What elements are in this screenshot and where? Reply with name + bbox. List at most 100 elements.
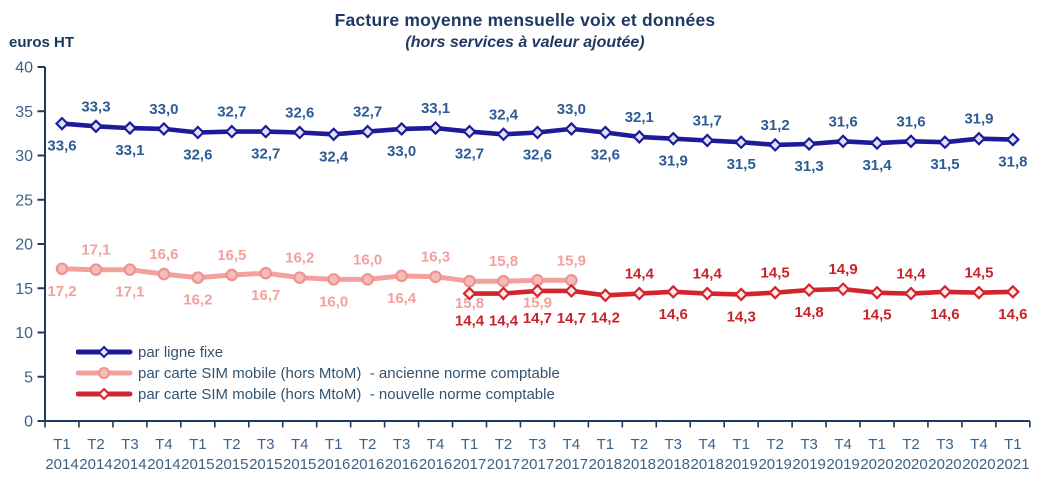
legend-diamond-marker-icon	[97, 387, 111, 401]
x-tick-quarter-label: T1	[732, 436, 750, 453]
y-axis-unit-label: euros HT	[9, 34, 75, 51]
diamond-marker	[496, 127, 511, 142]
y-tick-label: 25	[15, 192, 33, 209]
data-label: 14,4	[896, 266, 926, 283]
data-label: 16,0	[353, 251, 382, 268]
data-label: 31,5	[727, 156, 756, 173]
x-tick-year-label: 2015	[249, 456, 282, 473]
data-label: 33,0	[557, 101, 586, 118]
legend-label-sim-ancienne-norme: par carte SIM mobile (hors MtoM) - ancie…	[138, 364, 560, 382]
data-label: 14,5	[964, 265, 993, 282]
circle-marker	[327, 273, 340, 286]
diamond-marker	[700, 133, 715, 148]
data-label: 32,4	[489, 106, 519, 123]
data-label: 14,5	[761, 265, 790, 282]
diamond-marker	[54, 116, 70, 131]
x-tick-quarter-label: T2	[902, 436, 920, 453]
legend-swatch	[75, 345, 133, 359]
y-tick-label: 0	[24, 414, 33, 431]
x-tick-year-label: 2019	[758, 456, 791, 473]
axes: 0 5 10 15 20 25 30 35 40 T1 2014 T2 2014 T3 2014 T4 2014…	[15, 60, 1031, 473]
diamond-marker	[768, 285, 783, 300]
x-tick-quarter-label: T2	[495, 436, 513, 453]
data-label: 14,7	[523, 310, 552, 327]
diamond-marker	[462, 124, 477, 139]
diamond-marker	[394, 121, 409, 137]
data-label: 33,0	[387, 143, 416, 160]
diamond-marker	[1005, 132, 1020, 147]
circle-marker	[361, 273, 374, 286]
diamond-marker	[734, 135, 749, 150]
data-label: 33,6	[47, 138, 76, 155]
circle-marker	[463, 274, 476, 288]
circle-marker	[259, 266, 273, 280]
data-label: 14,7	[557, 310, 586, 327]
legend-item-ligne-fixe: par ligne fixe	[75, 342, 560, 362]
x-tick-quarter-label: T1	[868, 436, 886, 453]
x-tick-quarter-label: T4	[291, 436, 309, 453]
series-1: 17,2 17,1 17,1 16,6 16,2 16,5 16,7 16,2 16,0 16,0…	[47, 242, 586, 313]
diamond-marker	[666, 284, 681, 299]
data-label: 14,6	[998, 306, 1027, 323]
y-tick-label: 40	[15, 60, 33, 77]
diamond-marker	[802, 136, 817, 152]
data-label: 32,6	[285, 104, 314, 121]
data-label: 32,1	[625, 109, 654, 126]
data-label: 16,0	[319, 293, 348, 310]
x-tick-year-label: 2016	[351, 456, 384, 473]
data-label: 32,6	[183, 146, 212, 163]
diamond-marker	[903, 286, 919, 301]
circle-marker	[225, 268, 239, 282]
diamond-marker	[869, 136, 885, 151]
data-label: 32,6	[591, 146, 620, 163]
x-tick-year-label: 2017	[487, 456, 520, 473]
diamond-marker	[903, 134, 919, 149]
data-label: 14,8	[795, 304, 824, 321]
circle-marker	[395, 269, 408, 283]
diamond-marker	[632, 286, 647, 301]
line-diamond-marker-icon	[75, 386, 134, 402]
x-tick-quarter-label: T4	[834, 436, 852, 453]
x-tick-year-label: 2018	[657, 456, 690, 473]
data-label: 31,9	[964, 111, 993, 128]
diamond-marker	[428, 121, 443, 136]
data-label: 33,3	[81, 98, 110, 115]
x-tick-quarter-label: T3	[529, 436, 547, 453]
legend: par ligne fixe par carte SIM mobile (hor…	[75, 342, 560, 404]
x-tick-quarter-label: T3	[121, 436, 139, 453]
legend-swatch	[75, 367, 133, 379]
diamond-marker	[836, 134, 851, 149]
legend-item-sim-ancienne-norme: par carte SIM mobile (hors MtoM) - ancie…	[75, 363, 560, 383]
diamond-marker	[156, 121, 171, 137]
x-tick-quarter-label: T4	[970, 436, 988, 453]
y-tick-label: 35	[15, 104, 33, 121]
x-tick-quarter-label: T4	[155, 436, 173, 453]
data-label: 17,1	[81, 242, 110, 259]
circle-marker	[497, 274, 510, 288]
diamond-marker	[326, 127, 341, 142]
x-tick-quarter-label: T3	[257, 436, 275, 453]
y-tick-label: 15	[15, 281, 33, 298]
chart-title: Facture moyenne mensuelle voix et donnée…	[334, 10, 716, 30]
diamond-marker	[122, 121, 137, 136]
data-label: 16,2	[285, 250, 314, 267]
x-tick-year-label: 2015	[181, 456, 214, 473]
diamond-marker	[802, 282, 817, 298]
diamond-marker	[190, 125, 205, 140]
data-label: 33,0	[149, 101, 178, 118]
diamond-marker	[836, 282, 851, 297]
data-label: 31,9	[659, 153, 688, 170]
x-tick-year-label: 2019	[792, 456, 825, 473]
x-tick-quarter-label: T3	[665, 436, 683, 453]
x-tick-year-label: 2019	[725, 456, 758, 473]
x-tick-year-label: 2014	[113, 456, 146, 473]
circle-marker	[191, 271, 205, 284]
x-tick-quarter-label: T1	[461, 436, 479, 453]
circle-marker	[293, 271, 307, 284]
diamond-marker	[462, 286, 477, 301]
line-diamond-marker-icon	[75, 344, 134, 360]
data-label: 14,4	[625, 266, 655, 283]
data-label: 32,7	[455, 146, 484, 163]
x-tick-quarter-label: T4	[563, 436, 581, 453]
